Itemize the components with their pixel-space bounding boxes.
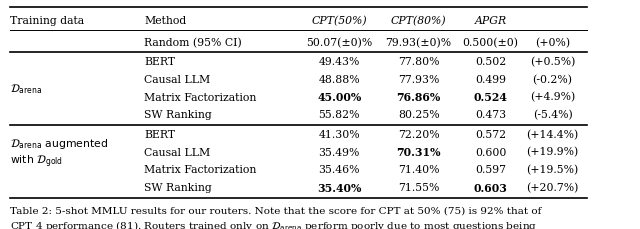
Text: 48.88%: 48.88% <box>319 74 360 85</box>
Text: (+4.9%): (+4.9%) <box>530 92 575 102</box>
Text: 35.46%: 35.46% <box>319 165 360 174</box>
Text: 0.502: 0.502 <box>475 57 506 67</box>
Text: 80.25%: 80.25% <box>398 110 440 120</box>
Text: 0.603: 0.603 <box>474 182 508 193</box>
Text: with $\mathcal{D}_{\mathrm{gold}}$: with $\mathcal{D}_{\mathrm{gold}}$ <box>10 153 63 169</box>
Text: Matrix Factorization: Matrix Factorization <box>145 165 257 174</box>
Text: 72.20%: 72.20% <box>398 129 440 139</box>
Text: 70.31%: 70.31% <box>396 146 441 157</box>
Text: Random (95% CI): Random (95% CI) <box>145 38 242 48</box>
Text: 71.40%: 71.40% <box>398 165 439 174</box>
Text: Table 2: 5-shot MMLU results for our routers. Note that the score for CPT at 50%: Table 2: 5-shot MMLU results for our rou… <box>10 205 541 214</box>
Text: 35.40%: 35.40% <box>317 182 362 193</box>
Text: 41.30%: 41.30% <box>319 129 360 139</box>
Text: Training data: Training data <box>10 16 84 26</box>
Text: BERT: BERT <box>145 129 175 139</box>
Text: Causal LLM: Causal LLM <box>145 74 211 85</box>
Text: 45.00%: 45.00% <box>317 92 362 103</box>
Text: Matrix Factorization: Matrix Factorization <box>145 92 257 102</box>
Text: (+20.7%): (+20.7%) <box>526 182 579 192</box>
Text: SW Ranking: SW Ranking <box>145 182 212 192</box>
Text: 0.524: 0.524 <box>474 92 508 103</box>
Text: 71.55%: 71.55% <box>398 182 439 192</box>
Text: 0.499: 0.499 <box>475 74 506 85</box>
Text: 50.07(±0)%: 50.07(±0)% <box>306 38 372 48</box>
Text: $\mathcal{D}_{\mathrm{arena}}$: $\mathcal{D}_{\mathrm{arena}}$ <box>10 81 42 95</box>
Text: CPT(80%): CPT(80%) <box>391 16 446 26</box>
Text: $\mathcal{D}_{\mathrm{arena}}$ augmented: $\mathcal{D}_{\mathrm{arena}}$ augmented <box>10 136 108 150</box>
Text: 79.93(±0)%: 79.93(±0)% <box>385 38 452 48</box>
Text: 77.80%: 77.80% <box>398 57 439 67</box>
Text: (+19.9%): (+19.9%) <box>527 147 579 157</box>
Text: (+0.5%): (+0.5%) <box>530 57 575 67</box>
Text: 49.43%: 49.43% <box>319 57 360 67</box>
Text: (-5.4%): (-5.4%) <box>532 110 572 120</box>
Text: 77.93%: 77.93% <box>398 74 439 85</box>
Text: 0.597: 0.597 <box>475 165 506 174</box>
Text: APGR: APGR <box>474 16 507 26</box>
Text: (+14.4%): (+14.4%) <box>527 129 579 139</box>
Text: 0.473: 0.473 <box>475 110 506 120</box>
Text: CPT 4 performance (81). Routers trained only on $\mathcal{D}_{\mathrm{arena}}$ p: CPT 4 performance (81). Routers trained … <box>10 218 536 229</box>
Text: 0.572: 0.572 <box>475 129 506 139</box>
Text: 0.600: 0.600 <box>475 147 506 157</box>
Text: 0.500(±0): 0.500(±0) <box>463 38 518 48</box>
Text: 55.82%: 55.82% <box>319 110 360 120</box>
Text: 35.49%: 35.49% <box>319 147 360 157</box>
Text: CPT(50%): CPT(50%) <box>312 16 367 26</box>
Text: Method: Method <box>145 16 187 26</box>
Text: 76.86%: 76.86% <box>396 92 441 103</box>
Text: Causal LLM: Causal LLM <box>145 147 211 157</box>
Text: (+0%): (+0%) <box>535 38 570 48</box>
Text: (-0.2%): (-0.2%) <box>532 74 573 85</box>
Text: (+19.5%): (+19.5%) <box>527 164 579 175</box>
Text: SW Ranking: SW Ranking <box>145 110 212 120</box>
Text: BERT: BERT <box>145 57 175 67</box>
